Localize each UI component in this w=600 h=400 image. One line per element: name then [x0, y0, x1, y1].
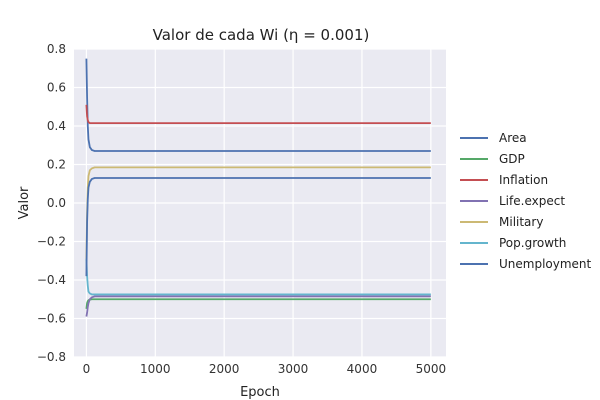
- y-tick-label: 0.8: [47, 42, 66, 56]
- legend-label: Pop.growth: [499, 236, 566, 250]
- series-line-5: [85, 258, 431, 296]
- x-tick-label: 1000: [140, 362, 171, 376]
- series-line-3: [85, 295, 431, 317]
- y-tick-label: −0.6: [37, 312, 66, 326]
- y-tick-label: 0.0: [47, 196, 66, 210]
- x-axis-ticks: 0 1000 2000 3000 4000 5000: [83, 362, 447, 376]
- legend-label: Inflation: [499, 173, 548, 187]
- series-line-6: [85, 177, 431, 277]
- series-line-2: [85, 104, 431, 125]
- series-lines: [85, 58, 431, 317]
- legend-label: Military: [499, 215, 543, 229]
- y-tick-label: −0.8: [37, 350, 66, 364]
- y-axis-ticks: −0.8 −0.6 −0.4 −0.2 0.0 0.2 0.4 0.6 0.8: [37, 42, 66, 364]
- legend-label: Life.expect: [499, 194, 565, 208]
- y-tick-label: −0.4: [37, 273, 66, 287]
- y-axis-label: Valor: [17, 186, 32, 219]
- y-tick-label: 0.2: [47, 158, 66, 172]
- grid: [74, 48, 446, 358]
- legend-label: Unemployment: [499, 257, 592, 271]
- chart-title: Valor de cada Wi (η = 0.001): [153, 26, 370, 44]
- x-axis-label: Epoch: [240, 385, 280, 400]
- legend-label: Area: [499, 131, 527, 145]
- x-tick-label: 3000: [278, 362, 309, 376]
- x-tick-label: 2000: [209, 362, 240, 376]
- y-tick-label: 0.6: [47, 81, 66, 95]
- legend: Area GDP Inflation Life.expect Military Pop.g…: [460, 131, 592, 271]
- x-tick-label: 4000: [347, 362, 378, 376]
- y-tick-label: 0.4: [47, 119, 66, 133]
- legend-label: GDP: [499, 152, 525, 166]
- x-tick-label: 5000: [416, 362, 447, 376]
- x-tick-label: 0: [83, 362, 91, 376]
- y-tick-label: −0.2: [37, 235, 66, 249]
